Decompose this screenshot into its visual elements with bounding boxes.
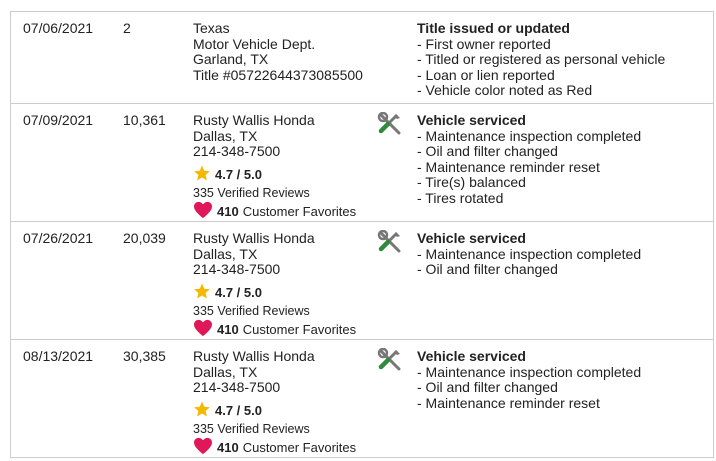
vehicle-history-table: 07/06/2021 2 Texas Motor Vehicle Dept. Gar… xyxy=(10,11,714,458)
source-line: Rusty Wallis Honda xyxy=(193,230,315,246)
detail-item: - Maintenance reminder reset xyxy=(417,158,600,175)
rating-value: 4.7 / 5.0 xyxy=(215,284,262,300)
tools-icon xyxy=(377,347,403,374)
favorites-count: 410 xyxy=(217,440,239,455)
detail-item: - Maintenance inspection completed xyxy=(417,363,642,380)
table-row: 07/06/2021 2 Texas Motor Vehicle Dept. Gar… xyxy=(11,11,713,103)
detail-item: - Tires rotated xyxy=(417,189,504,206)
record-date: 08/13/2021 xyxy=(23,348,94,364)
source-line: Motor Vehicle Dept. xyxy=(193,35,316,52)
verified-reviews-link[interactable]: 335 Verified Reviews xyxy=(193,422,310,436)
favorites-label: Customer Favorites xyxy=(242,204,357,219)
source-line: Dallas, TX xyxy=(193,363,258,380)
detail-item: - Maintenance inspection completed xyxy=(417,245,642,262)
detail-title: Title issued or updated xyxy=(417,20,570,36)
detail-item: - First owner reported xyxy=(417,35,551,52)
odometer: 20,039 xyxy=(123,230,166,246)
source-line: 214-348-7500 xyxy=(193,143,281,159)
details: Title issued or updated - First owner rep… xyxy=(417,20,666,99)
detail-title: Vehicle serviced xyxy=(417,230,526,246)
source-line: Rusty Wallis Honda xyxy=(193,348,315,364)
detail-item: - Oil and filter changed xyxy=(417,379,558,395)
tools-icon xyxy=(377,229,403,256)
source-line: Dallas, TX xyxy=(193,127,258,144)
table-row: 07/26/2021 20,039 Rusty Wallis Honda Dall… xyxy=(11,221,713,339)
table-row: 07/09/2021 10,361 Rusty Wallis Honda Dall… xyxy=(11,103,713,221)
rating: 4.7 / 5.0 xyxy=(193,164,356,186)
star-icon xyxy=(193,164,211,186)
verified-reviews-link[interactable]: 335 Verified Reviews xyxy=(193,304,310,318)
source-line: Rusty Wallis Honda xyxy=(193,112,315,128)
table-row: 08/13/2021 30,385 Rusty Wallis Honda Dall… xyxy=(11,339,713,458)
record-date: 07/09/2021 xyxy=(23,112,94,128)
source: Rusty Wallis Honda Dallas, TX 214-348-7500… xyxy=(193,348,356,459)
odometer: 30,385 xyxy=(123,348,166,364)
rating: 4.7 / 5.0 xyxy=(193,282,356,304)
detail-item: - Loan or lien reported xyxy=(417,66,555,83)
source-line: Dallas, TX xyxy=(193,245,258,262)
details: Vehicle serviced - Maintenance inspection… xyxy=(417,112,642,206)
favorites-count: 410 xyxy=(217,322,239,337)
customer-favorites: 410 Customer Favorites xyxy=(193,201,356,223)
source-line: Texas xyxy=(193,20,230,36)
customer-favorites: 410 Customer Favorites xyxy=(193,319,356,341)
tools-icon xyxy=(377,111,403,138)
favorites-label: Customer Favorites xyxy=(242,440,357,455)
detail-item: - Maintenance reminder reset xyxy=(417,394,600,411)
detail-item: - Oil and filter changed xyxy=(417,261,558,277)
record-date: 07/06/2021 xyxy=(23,20,94,36)
source-line: Garland, TX xyxy=(193,51,269,67)
heart-icon xyxy=(193,437,213,459)
source: Rusty Wallis Honda Dallas, TX 214-348-7500… xyxy=(193,230,356,341)
detail-item: - Titled or registered as personal vehic… xyxy=(417,51,666,67)
verified-reviews-link[interactable]: 335 Verified Reviews xyxy=(193,186,310,200)
details: Vehicle serviced - Maintenance inspection… xyxy=(417,348,642,411)
customer-favorites: 410 Customer Favorites xyxy=(193,437,356,459)
rating: 4.7 / 5.0 xyxy=(193,400,356,422)
detail-item: - Vehicle color noted as Red xyxy=(417,82,593,98)
odometer: 2 xyxy=(123,20,131,36)
source: Rusty Wallis Honda Dallas, TX 214-348-7500… xyxy=(193,112,356,223)
source: Texas Motor Vehicle Dept. Garland, TX Title… xyxy=(193,20,363,83)
source-line: 214-348-7500 xyxy=(193,261,281,277)
detail-item: - Tire(s) balanced xyxy=(417,174,526,190)
source-line: 214-348-7500 xyxy=(193,379,281,395)
star-icon xyxy=(193,282,211,304)
detail-item: - Maintenance inspection completed xyxy=(417,127,642,144)
rating-value: 4.7 / 5.0 xyxy=(215,166,262,182)
favorites-label: Customer Favorites xyxy=(242,322,357,337)
source-line: Title #05722644373085500 xyxy=(193,66,363,83)
detail-item: - Oil and filter changed xyxy=(417,143,558,159)
record-date: 07/26/2021 xyxy=(23,230,94,246)
details: Vehicle serviced - Maintenance inspection… xyxy=(417,230,642,278)
rating-value: 4.7 / 5.0 xyxy=(215,402,262,418)
detail-title: Vehicle serviced xyxy=(417,112,526,128)
heart-icon xyxy=(193,201,213,223)
star-icon xyxy=(193,400,211,422)
favorites-count: 410 xyxy=(217,204,239,219)
detail-title: Vehicle serviced xyxy=(417,348,526,364)
odometer: 10,361 xyxy=(123,112,166,128)
heart-icon xyxy=(193,319,213,341)
